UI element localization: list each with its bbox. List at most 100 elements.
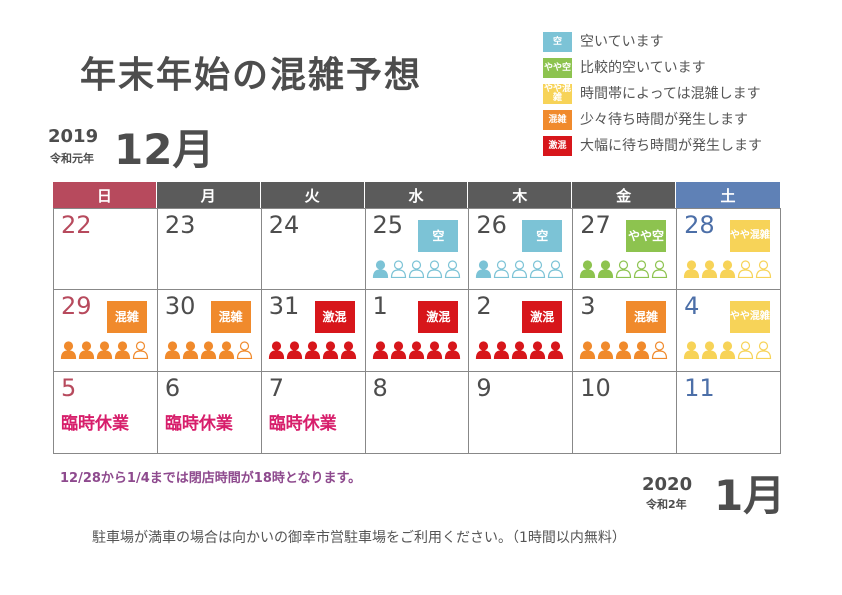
person-icon — [579, 260, 596, 279]
day-number: 29 — [61, 292, 92, 320]
person-icon — [182, 341, 199, 360]
day-number: 31 — [268, 292, 300, 320]
congestion-badge: 混雑 — [106, 301, 147, 333]
day-cell: 27 やや空 — [573, 208, 678, 290]
person-icon — [444, 341, 461, 360]
crowd-level-meter — [60, 341, 149, 360]
legend-item: 激混 大幅に待ち時間が発生します — [543, 136, 833, 162]
crowd-level-meter — [683, 260, 772, 279]
person-icon — [236, 341, 253, 360]
congestion-badge: 混雑 — [210, 301, 251, 333]
person-icon — [390, 260, 407, 279]
december-heading: 2019 令和元年 12月 — [48, 122, 228, 174]
person-icon — [426, 260, 443, 279]
day-cell: 30 混雑 — [157, 290, 262, 372]
january-month: 1月 — [714, 471, 786, 520]
badge-line-2: 混雑 — [749, 310, 770, 322]
week-row: 5 臨時休業 6 臨時休業 7 臨時休業 8 9 10 11 — [53, 372, 781, 454]
congestion-badge: やや空 — [626, 220, 667, 252]
december-year: 2019 — [48, 126, 99, 147]
day-cell: 9 — [469, 372, 574, 454]
day-number: 30 — [164, 292, 196, 320]
crowd-level-meter — [372, 260, 461, 279]
crowd-level-meter — [579, 341, 668, 360]
person-icon — [579, 341, 596, 360]
day-cell: 23 — [157, 208, 262, 290]
day-number: 11 — [684, 374, 715, 402]
legend-text: 比較的空いています — [580, 60, 706, 76]
december-month: 12月 — [114, 125, 215, 174]
legend-item: 空空いています — [543, 32, 833, 58]
december-era: 令和元年 — [50, 152, 94, 165]
day-cell: 26 空 — [469, 208, 574, 290]
legend-badge: 激混 — [543, 136, 572, 156]
weekday-header-cell: 日 — [53, 182, 157, 208]
person-icon — [286, 341, 303, 360]
weekday-header-cell: 水 — [364, 182, 469, 208]
congestion-badge: 空 — [522, 220, 563, 252]
day-cell: 25 空 — [365, 208, 470, 290]
person-icon — [719, 260, 736, 279]
person-icon — [493, 260, 510, 279]
person-icon — [268, 341, 285, 360]
badge-line-1: やや — [729, 229, 750, 241]
legend-item: 混雑 少々待ち時間が発生します — [543, 110, 833, 136]
congestion-badge: 激混 — [314, 301, 355, 333]
crowd-level-meter — [268, 341, 357, 360]
day-cell: 29 混雑 — [54, 290, 158, 372]
day-number: 1 — [372, 292, 388, 320]
congestion-badge: やや 混雑 — [729, 301, 770, 333]
person-icon — [755, 260, 772, 279]
week-row: 22 23 24 25 空 26 空 27 やや空 28 やや 混雑 — [53, 208, 781, 290]
legend-text: 空いています — [580, 34, 664, 50]
day-number: 8 — [372, 374, 388, 402]
legend-item: やや混雑 時間帯によっては混雑します — [543, 84, 833, 110]
person-icon — [651, 341, 668, 360]
day-cell: 1 激混 — [365, 290, 470, 372]
closing-time-note: 12/28から1/4までは閉店時間が18時となります。 — [60, 471, 362, 486]
person-icon — [96, 341, 113, 360]
weekday-header-cell: 木 — [468, 182, 573, 208]
person-icon — [493, 341, 510, 360]
person-icon — [701, 341, 718, 360]
day-number: 10 — [580, 374, 611, 402]
person-icon — [547, 260, 564, 279]
person-icon — [701, 260, 718, 279]
crowd-level-meter — [372, 341, 461, 360]
january-year: 2020 — [642, 474, 693, 495]
legend-text: 大幅に待ち時間が発生します — [580, 138, 762, 154]
day-number: 9 — [476, 374, 492, 402]
day-cell: 24 — [261, 208, 366, 290]
legend-badge: 混雑 — [543, 110, 572, 130]
legend-badge: やや混雑 — [543, 84, 572, 104]
parking-notice: 駐車場が満車の場合は向かいの御幸市営駐車場をご利用ください。（1時間以内無料） — [92, 530, 626, 546]
legend-badge: 空 — [543, 32, 572, 52]
day-number: 4 — [684, 292, 700, 320]
day-number: 6 — [164, 374, 181, 402]
calendar-grid: 日月火水木金土 22 23 24 25 空 26 空 27 やや空 28 やや 混雑 29 混雑 30 混雑 3… — [53, 182, 781, 454]
person-icon — [60, 341, 77, 360]
congestion-badge: 混雑 — [626, 301, 667, 333]
day-number: 24 — [268, 211, 300, 239]
day-number: 7 — [268, 374, 284, 402]
january-heading: 2020 令和2年 1月 — [640, 468, 830, 520]
legend-text: 少々待ち時間が発生します — [580, 112, 748, 128]
person-icon — [651, 260, 668, 279]
person-icon — [615, 341, 632, 360]
legend-text: 時間帯によっては混雑します — [580, 86, 761, 102]
person-icon — [719, 341, 736, 360]
weekday-header-cell: 金 — [572, 182, 677, 208]
person-icon — [511, 260, 528, 279]
person-icon — [114, 341, 131, 360]
person-icon — [597, 260, 614, 279]
temporary-closure-label: 臨時休業 — [61, 414, 129, 434]
day-cell: 7 臨時休業 — [261, 372, 366, 454]
day-cell: 11 — [677, 372, 781, 454]
legend-badge: やや空 — [543, 58, 572, 78]
person-icon — [475, 341, 492, 360]
crowd-level-meter — [579, 260, 668, 279]
day-cell: 3 混雑 — [573, 290, 678, 372]
person-icon — [529, 260, 546, 279]
crowd-level-meter — [683, 341, 772, 360]
day-cell: 28 やや 混雑 — [677, 208, 781, 290]
